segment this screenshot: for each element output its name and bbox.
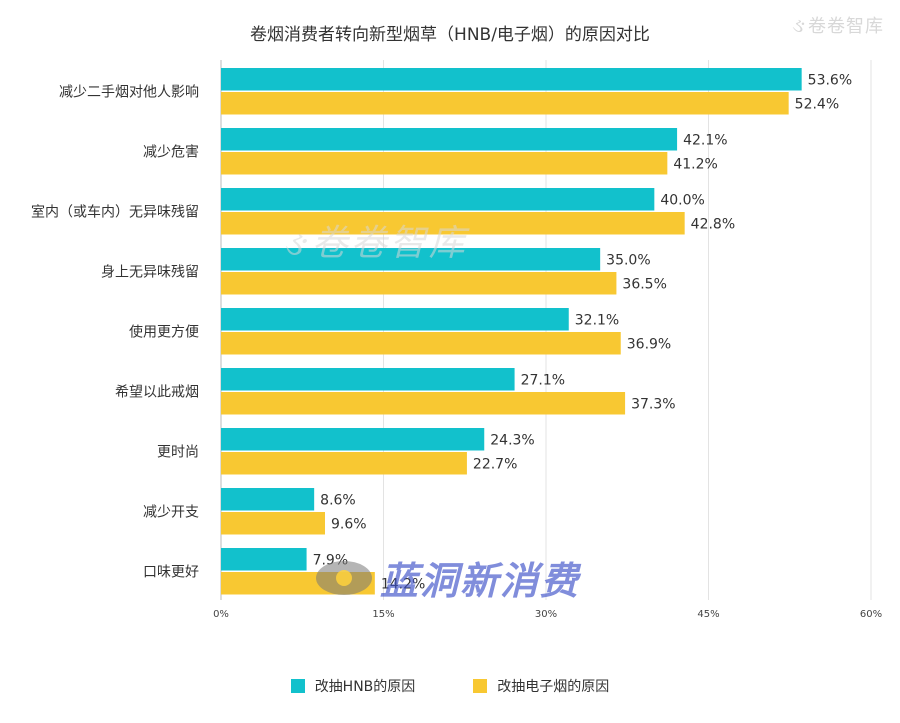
value-label: 9.6% xyxy=(331,516,367,532)
value-label: 52.4% xyxy=(795,96,839,112)
value-label: 8.6% xyxy=(320,492,356,508)
watermark-middle-text: 卷卷智库 xyxy=(311,223,468,264)
bar-hnb xyxy=(221,248,601,271)
chart-title: 卷烟消费者转向新型烟草（HNB/电子烟）的原因对比 xyxy=(250,25,650,45)
legend-label-ecig: 改抽电子烟的原因 xyxy=(497,679,610,695)
legend-swatch-ecig xyxy=(473,679,488,693)
bar-hnb xyxy=(221,488,315,511)
legend-label-hnb: 改抽HNB的原因 xyxy=(314,679,416,695)
value-label: 27.1% xyxy=(521,372,565,388)
bar-hnb xyxy=(221,188,655,211)
watermark-top: ઙ 卷卷智库 xyxy=(792,12,884,38)
category-label: 减少二手烟对他人影响 xyxy=(59,84,199,100)
bars xyxy=(221,68,802,595)
bar-hnb xyxy=(221,548,307,571)
value-label: 53.6% xyxy=(808,72,852,88)
category-label: 希望以此戒烟 xyxy=(115,384,199,400)
bar-ecig xyxy=(221,92,789,115)
bar-ecig xyxy=(221,272,617,295)
bar-hnb xyxy=(221,308,569,331)
bar-ecig xyxy=(221,332,621,355)
watermark-bottom-text: 蓝洞新消费 xyxy=(380,559,581,603)
x-axis-ticks: 0% 15% 30% 45% 60% xyxy=(213,609,882,620)
category-label: 减少危害 xyxy=(143,144,199,160)
x-tick-label: 45% xyxy=(697,609,719,620)
category-label: 减少开支 xyxy=(143,504,199,520)
legend-item-hnb: 改抽HNB的原因 xyxy=(290,676,416,696)
watermark-top-text: 卷卷智库 xyxy=(808,16,884,37)
category-label: 室内（或车内）无异味残留 xyxy=(31,203,199,220)
bar-hnb xyxy=(221,368,515,391)
value-label: 32.1% xyxy=(575,312,619,328)
watermark-middle: ઙ 卷卷智库 xyxy=(283,214,468,266)
value-label: 14.2% xyxy=(381,576,425,592)
x-tick-label: 15% xyxy=(372,609,394,620)
eye-logo-icon xyxy=(316,560,372,595)
value-label: 40.0% xyxy=(660,192,704,208)
legend-item-ecig: 改抽电子烟的原因 xyxy=(473,676,609,696)
bar-hnb xyxy=(221,428,485,451)
value-label: 36.5% xyxy=(622,276,666,292)
x-tick-label: 30% xyxy=(535,609,557,620)
value-label: 36.9% xyxy=(627,336,671,352)
value-label: 41.2% xyxy=(673,156,717,172)
category-label: 口味更好 xyxy=(143,564,199,580)
watermark-logo-icon: ઙ xyxy=(283,224,308,264)
bar-ecig xyxy=(221,392,626,415)
value-label: 37.3% xyxy=(631,396,675,412)
value-label: 35.0% xyxy=(606,252,650,268)
bar-ecig xyxy=(221,212,685,235)
value-label: 42.1% xyxy=(683,132,727,148)
bar-ecig xyxy=(221,152,668,175)
category-label: 身上无异味残留 xyxy=(101,264,199,280)
legend: 改抽HNB的原因 改抽电子烟的原因 xyxy=(0,676,900,696)
bar-hnb xyxy=(221,68,802,91)
bar-ecig xyxy=(221,512,325,535)
watermark-bottom: 蓝洞新消费 xyxy=(316,550,580,605)
category-label: 更时尚 xyxy=(157,444,199,460)
value-label: 24.3% xyxy=(490,432,534,448)
bar-hnb xyxy=(221,128,678,151)
x-tick-label: 0% xyxy=(213,609,229,620)
watermark-logo-icon: ઙ xyxy=(792,13,806,37)
legend-swatch-hnb xyxy=(290,679,305,693)
value-label: 22.7% xyxy=(473,456,517,472)
value-label: 42.8% xyxy=(691,216,735,232)
category-label: 使用更方便 xyxy=(129,323,199,340)
x-tick-label: 60% xyxy=(860,609,882,620)
category-labels: 减少二手烟对他人影响减少危害室内（或车内）无异味残留身上无异味残留使用更方便希望… xyxy=(31,84,199,580)
bar-ecig xyxy=(221,452,467,475)
